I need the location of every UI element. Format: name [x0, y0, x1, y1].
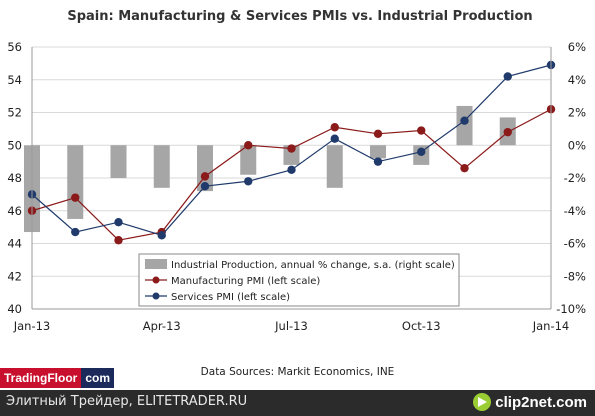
ip-bar: [110, 145, 127, 178]
manufacturing-pmi-point: [417, 126, 426, 135]
clip2net-label: clip2net.com: [495, 393, 587, 411]
data-source-note: Data Sources: Markit Economics, INE: [200, 366, 395, 378]
legend-bar-swatch: [145, 259, 167, 269]
left-tick-label: 46: [7, 204, 22, 218]
clip2net-brand: clip2net.com: [473, 393, 587, 411]
x-tick-label: Apr-13: [143, 319, 181, 333]
right-tick-label: -8%: [564, 269, 586, 283]
manufacturing-pmi-point: [503, 127, 512, 137]
services-pmi-point: [373, 157, 383, 166]
ip-bar: [370, 145, 386, 159]
left-tick-label: 44: [7, 237, 22, 251]
left-tick-label: 40: [7, 302, 22, 316]
manufacturing-pmi-point: [114, 236, 123, 245]
logo-left-text: TradingFloor: [0, 368, 82, 388]
left-tick-label: 52: [7, 106, 22, 120]
footer-bar: Элитный Трейдер, ELITETRADER.RU clip2net…: [0, 390, 595, 416]
manufacturing-pmi-point: [244, 141, 253, 150]
manufacturing-pmi-point: [200, 172, 210, 181]
right-tick-label: 4%: [568, 73, 586, 87]
left-tick-label: 42: [7, 269, 22, 283]
left-tick-label: 50: [7, 138, 22, 152]
x-tick-label: Jul-13: [274, 319, 308, 333]
ip-bar: [67, 145, 84, 219]
x-tick-label: Oct-13: [402, 319, 441, 333]
left-tick-label: 56: [7, 40, 22, 54]
services-pmi-point: [503, 72, 512, 81]
left-tick-label: 48: [7, 171, 22, 185]
services-pmi-point: [157, 231, 166, 240]
manufacturing-pmi-point: [287, 144, 296, 153]
x-tick-label: Jan-14: [532, 319, 570, 333]
right-tick-label: -4%: [564, 204, 586, 218]
x-tick-label: Jan-13: [13, 319, 51, 333]
manufacturing-pmi-point: [373, 129, 383, 138]
services-pmi-point: [114, 218, 123, 227]
legend-box: [138, 253, 460, 307]
services-pmi-point: [200, 181, 210, 191]
right-tick-label: 0%: [568, 138, 586, 152]
right-tick-label: 6%: [568, 40, 586, 54]
pmi-lines: [27, 60, 556, 245]
ip-bars: [24, 105, 516, 233]
legend: Industrial Production, annual % change, …: [138, 253, 460, 307]
ip-bar: [456, 105, 473, 146]
manufacturing-pmi-point: [460, 163, 469, 173]
manufacturing-pmi-point: [330, 123, 339, 132]
services-pmi-point: [71, 227, 80, 237]
legend-label: Manufacturing PMI (left scale): [171, 276, 320, 287]
services-pmi-point: [460, 116, 469, 125]
manufacturing-pmi-line: [31, 108, 552, 241]
legend-marker: [152, 292, 160, 300]
services-pmi-point: [417, 147, 426, 156]
chart: Spain: Manufacturing & Services PMIs vs.…: [7, 9, 586, 333]
tradingfloor-logo: TradingFloor com: [0, 368, 115, 388]
right-tick-label: -6%: [564, 237, 586, 251]
ip-bar: [283, 145, 300, 165]
right-tick-label: -10%: [556, 302, 586, 316]
right-tick-label: 2%: [568, 106, 586, 120]
services-pmi-point: [244, 177, 253, 186]
axes: 40 42 44 46 48 50 52 54 56 -10% -8% -6% -4% -2% 0% 2% 4%…: [7, 40, 586, 333]
ip-bar: [326, 145, 343, 188]
left-tick-label: 54: [7, 73, 22, 87]
services-pmi-point: [287, 165, 296, 175]
logo-right-text: com: [81, 368, 115, 388]
legend-marker: [152, 276, 160, 284]
clip2net-icon: [473, 393, 492, 411]
chart-title: Spain: Manufacturing & Services PMIs vs.…: [67, 9, 532, 24]
services-pmi-point: [330, 134, 339, 143]
manufacturing-pmi-point: [71, 193, 80, 202]
ip-bar: [240, 145, 257, 175]
ip-bar: [197, 145, 213, 192]
ip-bar: [153, 145, 170, 188]
right-tick-label: -2%: [564, 171, 586, 185]
legend-label: Industrial Production, annual % change, …: [171, 260, 455, 271]
legend-label: Services PMI (left scale): [171, 292, 290, 303]
footer-text: Элитный Трейдер, ELITETRADER.RU: [6, 394, 248, 409]
